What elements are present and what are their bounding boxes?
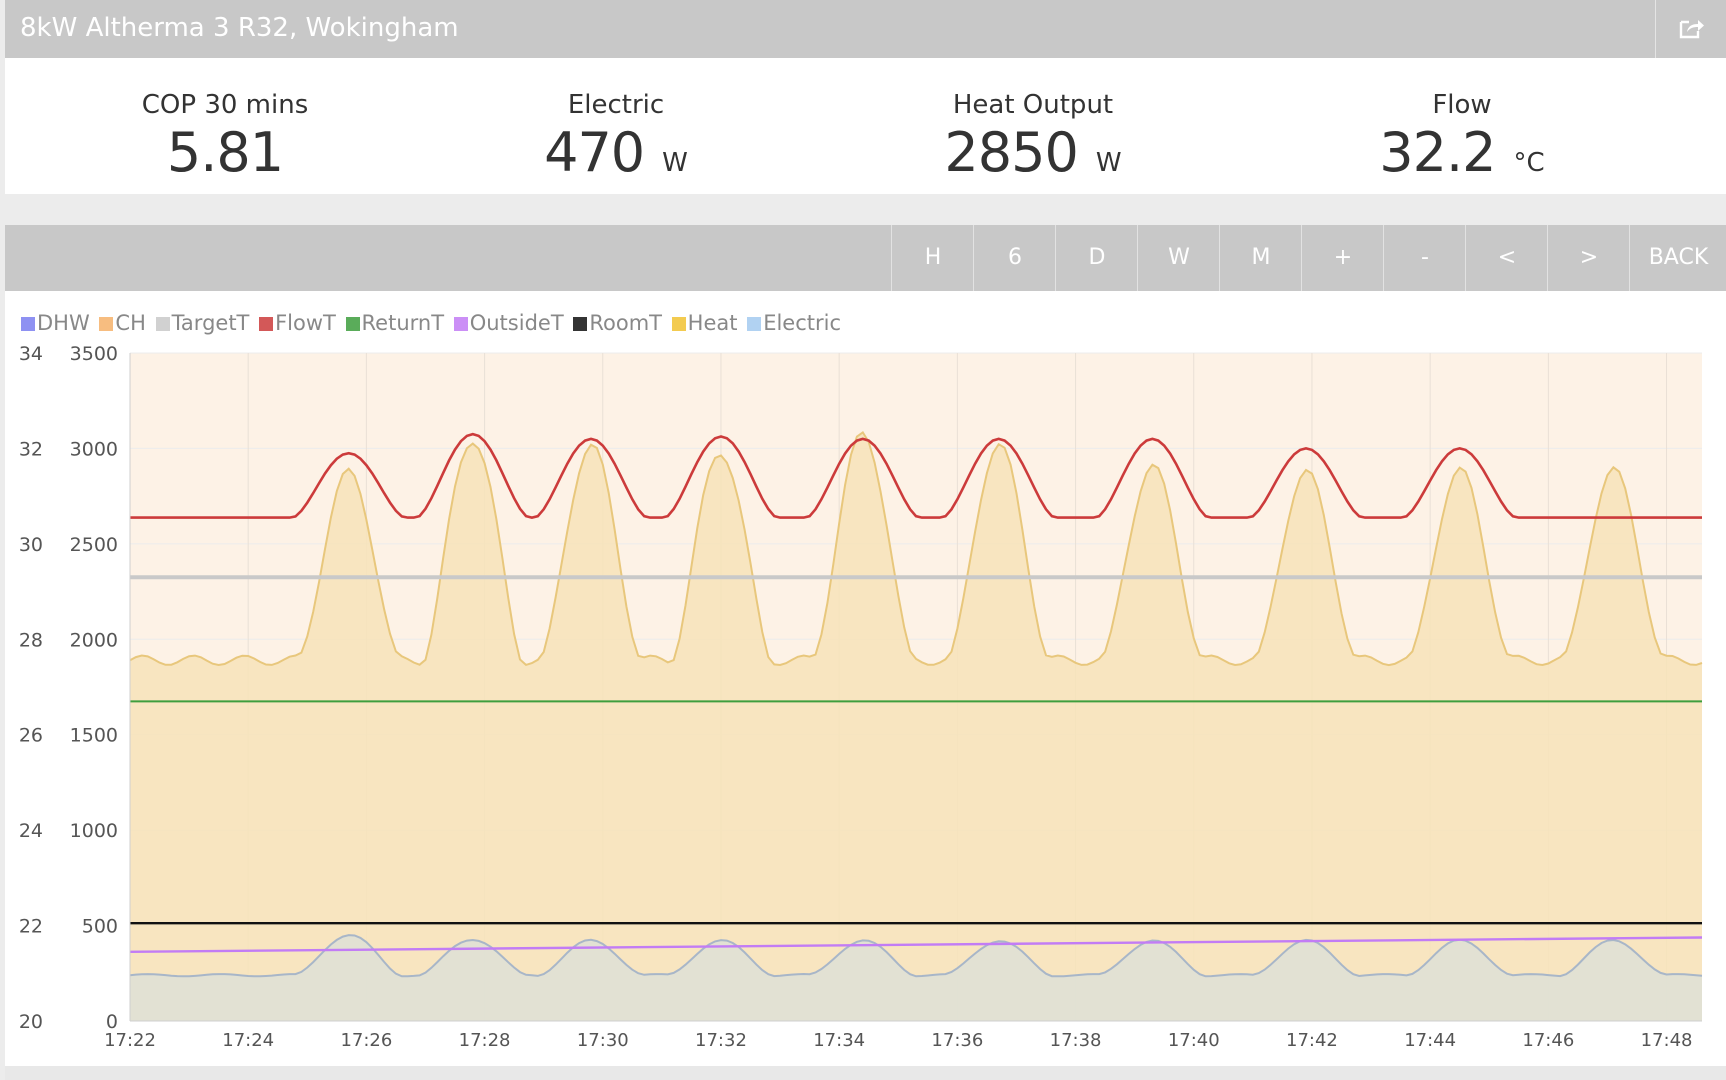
y-left-tick-label: 32 [19, 438, 43, 460]
legend-item-roomt[interactable]: RoomT [573, 311, 662, 335]
y-left-tick-label: 20 [19, 1011, 43, 1033]
legend-item-returnt[interactable]: ReturnT [345, 311, 445, 335]
legend-item-electric[interactable]: Electric [747, 311, 841, 335]
x-tick-label: 17:42 [1286, 1030, 1338, 1051]
x-tick-label: 17:46 [1522, 1030, 1574, 1051]
legend-label: FlowT [275, 311, 336, 335]
legend-item-outsidet[interactable]: OutsideT [453, 311, 564, 335]
electric-line [129, 934, 1703, 978]
legend-label: OutsideT [469, 311, 564, 335]
stat-unit: °C [1513, 148, 1545, 178]
stat-label: Flow [1432, 90, 1492, 120]
back-button[interactable]: BACK [1629, 225, 1726, 291]
hour-button[interactable]: H [891, 225, 974, 291]
day-button[interactable]: D [1055, 225, 1138, 291]
x-tick-label: 17:38 [1050, 1030, 1102, 1051]
legend-item-targett[interactable]: TargetT [155, 311, 250, 335]
y-left-tick-label: 28 [19, 629, 43, 651]
time-toolbar: H 6 D W M + - < > BACK [5, 225, 1726, 291]
stats-panel: COP 30 mins 5.81 Electric 470 W Heat Outp… [5, 58, 1726, 194]
heat-line [129, 430, 1703, 667]
page-title: 8kW Altherma 3 R32, Wokingham [20, 13, 459, 43]
y-right-tick-label: 2500 [70, 534, 118, 556]
x-tick-label: 17:26 [340, 1030, 392, 1051]
x-tick-label: 17:34 [813, 1030, 865, 1051]
y-right-tick-label: 0 [106, 1011, 118, 1033]
stat-unit: W [1095, 148, 1122, 178]
legend-label: DHW [37, 311, 90, 335]
y-right-tick-label: 3000 [70, 438, 118, 460]
x-tick-label: 17:22 [104, 1030, 156, 1051]
x-tick-label: 17:40 [1168, 1030, 1220, 1051]
y-left-tick-label: 30 [19, 534, 43, 556]
y-right-tick-label: 1000 [70, 820, 118, 842]
legend-label: TargetT [171, 311, 250, 335]
title-bar: 8kW Altherma 3 R32, Wokingham [5, 0, 1726, 58]
y-left-tick-label: 26 [19, 725, 43, 747]
legend-label: Heat [687, 311, 738, 335]
stat-value: 32.2 [1379, 121, 1496, 184]
stat-electric: Electric 470 W [466, 90, 766, 184]
pan-right-button[interactable]: > [1547, 225, 1630, 291]
chart-panel: DHW CH TargetT FlowT ReturnT OutsideT Ro… [5, 291, 1726, 1066]
stat-value: 5.81 [166, 121, 284, 184]
time-series-chart[interactable]: 20 22 24 26 28 30 32 34 0 500 1000 1500 2000 2500 3000… [5, 291, 1726, 1066]
stat-label: Heat Output [952, 90, 1114, 120]
legend-swatch [155, 317, 170, 331]
pan-left-button[interactable]: < [1465, 225, 1548, 291]
y-right-tick-label: 3500 [70, 343, 118, 365]
month-button[interactable]: M [1219, 225, 1302, 291]
legend-swatch [99, 317, 114, 331]
legend-swatch [671, 317, 686, 331]
stat-heat-output: Heat Output 2850 W [883, 90, 1183, 184]
x-tick-label: 17:30 [577, 1030, 629, 1051]
legend-swatch [573, 317, 588, 331]
x-tick-label: 17:24 [222, 1030, 274, 1051]
y-right-tick-label: 500 [82, 916, 118, 938]
x-tick-label: 17:28 [459, 1030, 511, 1051]
legend-swatch [453, 317, 468, 331]
outsidet-line [129, 936, 1703, 954]
legend-label: ReturnT [361, 311, 445, 335]
legend-item-ch[interactable]: CH [99, 311, 146, 335]
stat-flow: Flow 32.2 °C [1312, 90, 1612, 184]
y-left-tick-label: 34 [19, 343, 43, 365]
legend-item-flowt[interactable]: FlowT [259, 311, 336, 335]
week-button[interactable]: W [1137, 225, 1220, 291]
flowt-line [130, 432, 1702, 519]
share-icon [1679, 20, 1704, 39]
share-button[interactable] [1655, 0, 1726, 58]
x-tick-label: 17:32 [695, 1030, 747, 1051]
stat-value: 470 [544, 121, 645, 184]
x-tick-label: 17:36 [931, 1030, 983, 1051]
y-left-tick-label: 24 [19, 820, 43, 842]
y-right-tick-label: 1500 [70, 725, 118, 747]
legend-item-heat[interactable]: Heat [671, 311, 738, 335]
legend-label: RoomT [589, 311, 662, 335]
x-tick-label: 17:44 [1404, 1030, 1456, 1051]
stat-cop: COP 30 mins 5.81 [75, 90, 375, 184]
legend-swatch [345, 317, 360, 331]
footer-strip [5, 1066, 1726, 1080]
legend-swatch [747, 317, 762, 331]
zoom-in-button[interactable]: + [1301, 225, 1384, 291]
y-right-tick-label: 2000 [70, 629, 118, 651]
x-tick-label: 17:48 [1641, 1030, 1693, 1051]
legend-swatch [21, 317, 35, 331]
six-hour-button[interactable]: 6 [973, 225, 1056, 291]
zoom-out-button[interactable]: - [1383, 225, 1466, 291]
stat-unit: W [662, 148, 688, 178]
stat-label: COP 30 mins [141, 90, 309, 120]
y-left-tick-label: 22 [19, 916, 43, 938]
legend-item-dhw[interactable]: DHW [21, 311, 90, 335]
stat-label: Electric [567, 90, 665, 120]
electric-area [130, 935, 1702, 1021]
legend-label: CH [115, 311, 146, 335]
stat-value: 2850 [944, 121, 1078, 184]
legend-label: Electric [763, 311, 842, 335]
legend-swatch [259, 317, 274, 331]
heat-area [130, 432, 1702, 1021]
chart-legend: DHW CH TargetT FlowT ReturnT OutsideT Ro… [21, 311, 844, 341]
